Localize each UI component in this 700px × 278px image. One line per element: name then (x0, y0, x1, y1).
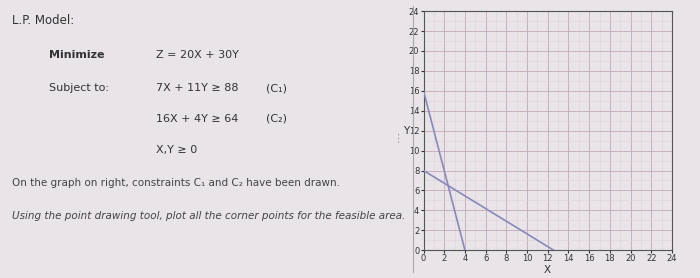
Text: ⋮: ⋮ (392, 134, 403, 144)
Text: Minimize: Minimize (49, 50, 104, 60)
Text: 16X + 4Y ≥ 64: 16X + 4Y ≥ 64 (155, 114, 238, 124)
Text: X,Y ≥ 0: X,Y ≥ 0 (155, 145, 197, 155)
X-axis label: X: X (544, 265, 552, 275)
Text: L.P. Model:: L.P. Model: (13, 14, 74, 27)
Text: (C₁): (C₁) (266, 83, 287, 93)
Text: Subject to:: Subject to: (49, 83, 109, 93)
Text: (C₂): (C₂) (266, 114, 287, 124)
Y-axis label: Y: Y (402, 126, 409, 136)
Text: Using the point drawing tool, plot all the corner points for the feasible area.: Using the point drawing tool, plot all t… (13, 211, 406, 221)
Text: Z = 20X + 30Y: Z = 20X + 30Y (155, 50, 239, 60)
Text: 7X + 11Y ≥ 88: 7X + 11Y ≥ 88 (155, 83, 238, 93)
Text: On the graph on right, constraints C₁ and C₂ have been drawn.: On the graph on right, constraints C₁ an… (13, 178, 340, 188)
